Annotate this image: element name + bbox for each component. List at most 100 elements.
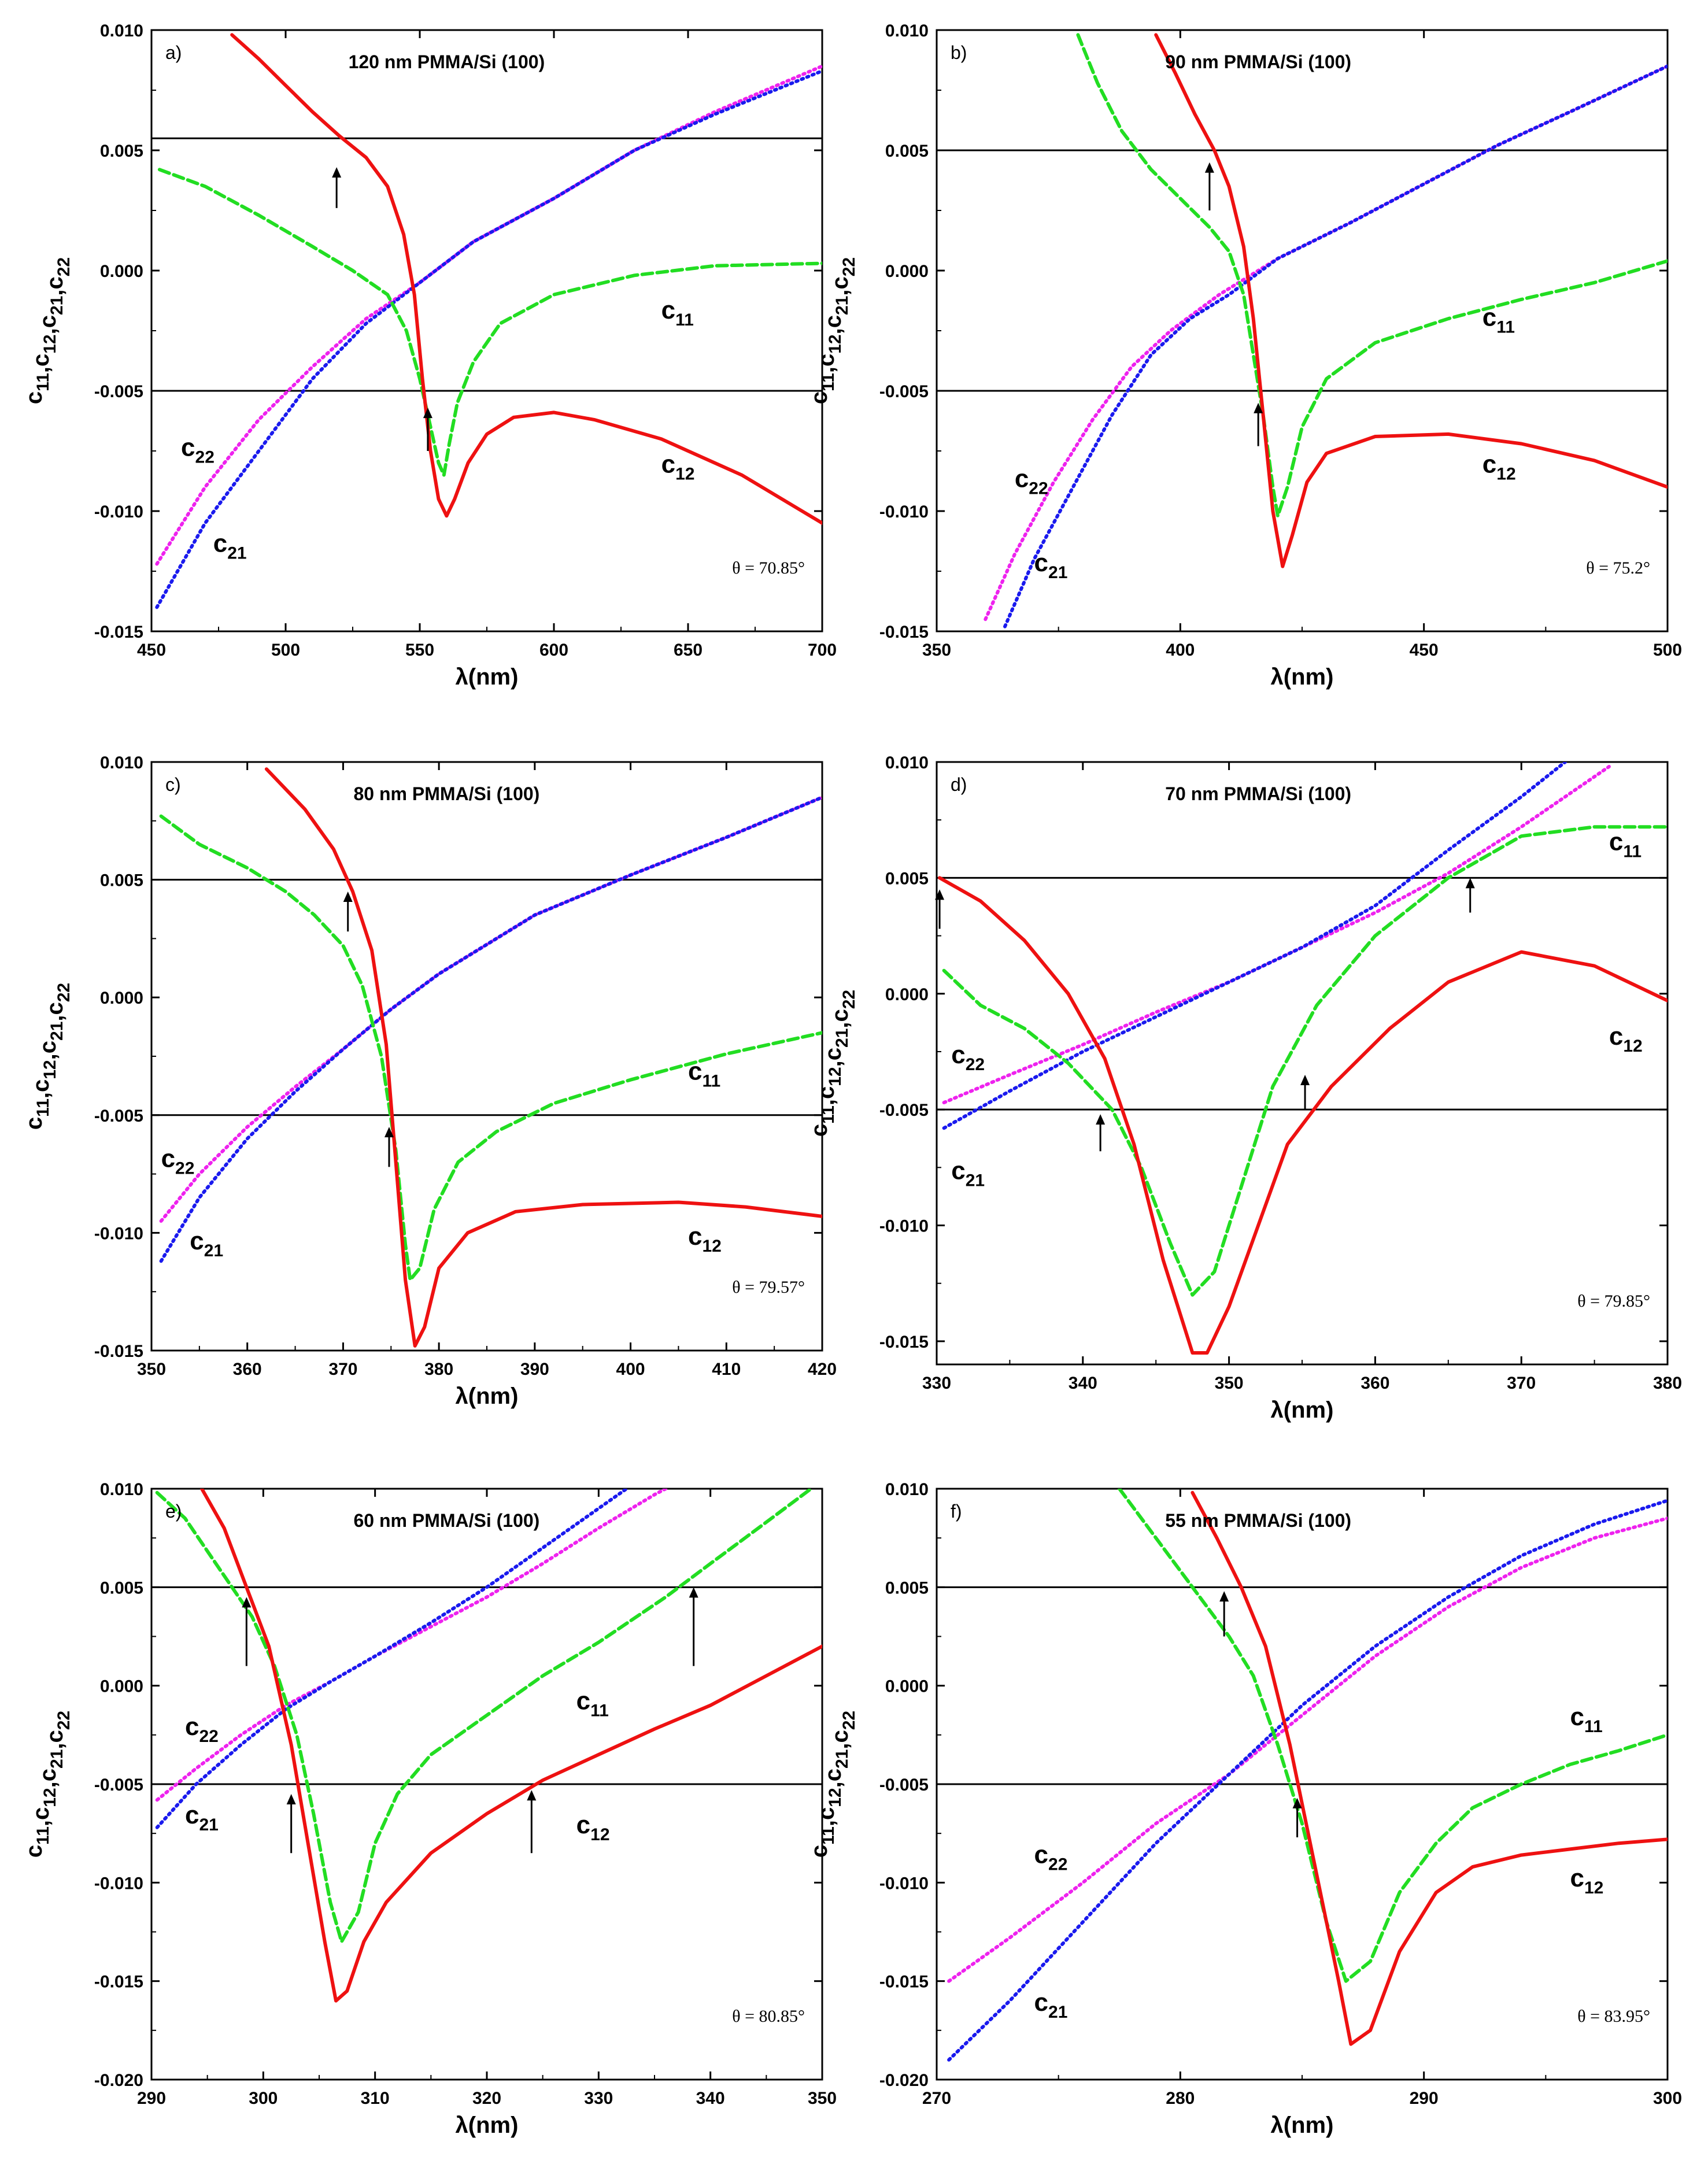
series-label-c12: c12: [1609, 1022, 1643, 1056]
plot-frame: [936, 761, 1669, 1366]
y-tick-label: 0.000: [100, 262, 143, 281]
x-tick-label: 400: [1166, 641, 1195, 660]
y-tick-label: 0.005: [885, 869, 929, 888]
y-tick-label: -0.005: [94, 1775, 143, 1795]
series-c11-line: [1118, 1489, 1668, 1983]
series-label-c12: c12: [661, 450, 695, 483]
panel-letter: b): [951, 42, 967, 63]
y-tick-label: -0.015: [94, 1973, 143, 1992]
y-tick-label: -0.015: [94, 623, 143, 642]
x-tick-label: 340: [696, 2089, 725, 2108]
panel-letter: c): [165, 774, 181, 795]
y-tick-label: -0.005: [879, 1775, 929, 1795]
arrow-head: [332, 167, 342, 178]
x-tick-label: 600: [539, 641, 568, 660]
arrow-head: [286, 1794, 296, 1805]
plot-frame: [936, 29, 1669, 632]
x-tick-label: 500: [1653, 641, 1682, 660]
arrow-head: [1219, 1591, 1229, 1602]
series-c21-line: [159, 796, 822, 1263]
y-tick-label: -0.005: [879, 1101, 929, 1120]
series-label-c11: c11: [1483, 304, 1515, 337]
series-c22-line: [942, 765, 1611, 1105]
series-c11-line: [159, 814, 822, 1282]
series-c12-line: [1154, 33, 1668, 568]
y-tick-label: -0.020: [879, 2071, 929, 2090]
x-tick-label: 350: [1215, 1374, 1244, 1393]
panel-e: 290 300 310 320 330 340 350 -0.020 -0.015 -0.010 -…: [21, 1480, 837, 2138]
series-c22-line: [155, 64, 822, 566]
x-tick-label: 370: [1507, 1374, 1536, 1393]
theta-label: θ = 80.85°: [732, 2007, 805, 2026]
x-tick-label: 320: [472, 2089, 501, 2108]
series-label-c22: c22: [161, 1144, 195, 1178]
y-tick-label: 0.000: [885, 262, 929, 281]
y-tick-label: -0.010: [94, 502, 143, 521]
y-tick-label: -0.015: [879, 1333, 929, 1352]
x-axis-title: λ(nm): [1271, 1397, 1334, 1423]
series-label-c22: c22: [1034, 1840, 1068, 1874]
series-c11-line: [157, 168, 822, 477]
series-c12-line: [200, 1489, 822, 2003]
series-c12-line: [938, 876, 1668, 1355]
x-tick-label: 380: [424, 1360, 453, 1379]
series-label-c21: c21: [1034, 1988, 1068, 2022]
y-tick-label: 0.000: [100, 1677, 143, 1696]
y-axis-title: c11,c12,c21,c22: [807, 257, 859, 404]
y-tick-label: 0.005: [100, 142, 143, 161]
panel-title: 80 nm PMMA/Si (100): [353, 783, 539, 804]
y-tick-label: -0.010: [94, 1874, 143, 1893]
y-tick-label: -0.010: [879, 502, 929, 521]
series-c12-line: [264, 767, 822, 1348]
y-axis-title: c11,c12,c21,c22: [21, 257, 73, 404]
panel-letter: e): [165, 1501, 182, 1522]
y-tick-label: 0.010: [885, 21, 929, 40]
series-c22-line: [159, 796, 822, 1223]
x-tick-label: 300: [249, 2089, 278, 2108]
x-tick-label: 700: [808, 641, 837, 660]
y-axis-title: c11,c12,c21,c22: [21, 1711, 73, 1858]
y-tick-label: 0.010: [100, 21, 143, 40]
series-c21-line: [155, 69, 822, 609]
series-c21-line: [947, 1499, 1668, 2062]
panel-title: 55 nm PMMA/Si (100): [1165, 1510, 1351, 1531]
arrow-head: [1204, 162, 1214, 173]
x-tick-label: 400: [616, 1360, 645, 1379]
x-tick-label: 330: [584, 2089, 613, 2108]
series-label-c22: c22: [951, 1041, 985, 1074]
series-c22-line: [155, 1489, 668, 1802]
y-tick-label: 0.000: [885, 1677, 929, 1696]
x-tick-label: 280: [1166, 2089, 1195, 2108]
panel-title: 90 nm PMMA/Si (100): [1165, 51, 1351, 72]
x-tick-label: 410: [712, 1360, 741, 1379]
series-c11-line: [942, 825, 1668, 1297]
panel-title: 120 nm PMMA/Si (100): [349, 51, 545, 72]
x-tick-label: 420: [808, 1360, 837, 1379]
series-label-c22: c22: [1015, 464, 1048, 498]
series-label-c11: c11: [1609, 827, 1642, 861]
series-c12-line: [230, 33, 822, 525]
y-axis-title: c11,c12,c21,c22: [21, 983, 73, 1130]
theta-label: θ = 83.95°: [1577, 2007, 1650, 2026]
series-label-c11: c11: [1570, 1703, 1602, 1736]
y-tick-label: -0.010: [94, 1224, 143, 1243]
y-tick-label: -0.015: [879, 623, 929, 642]
plot-frame: [150, 29, 823, 632]
arrow-head: [384, 1127, 394, 1138]
y-tick-label: -0.015: [94, 1342, 143, 1361]
x-tick-label: 290: [1410, 2089, 1439, 2108]
arrow-head: [689, 1587, 698, 1598]
series-c22-line: [947, 1516, 1668, 1983]
x-tick-label: 310: [361, 2089, 390, 2108]
y-tick-label: 0.010: [885, 753, 929, 772]
x-tick-label: 350: [137, 1360, 166, 1379]
series-label-c21: c21: [1034, 549, 1068, 582]
panel-letter: a): [165, 42, 182, 63]
y-tick-label: -0.020: [94, 2071, 143, 2090]
x-tick-label: 550: [405, 641, 434, 660]
x-axis-title: λ(nm): [456, 664, 519, 690]
arrow-head: [1254, 402, 1263, 413]
y-tick-label: 0.010: [100, 753, 143, 772]
x-tick-label: 360: [233, 1360, 262, 1379]
